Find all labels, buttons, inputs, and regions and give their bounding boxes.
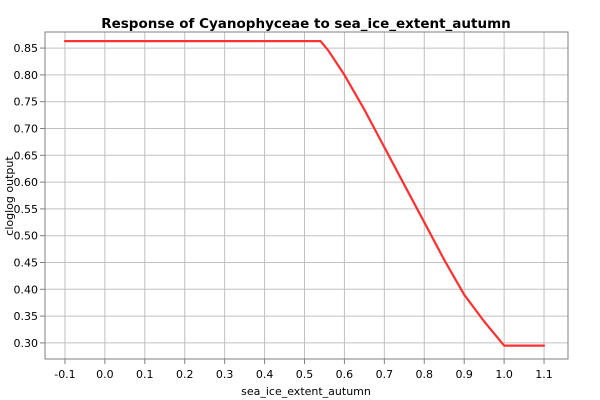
y-tick-label: 0.70 xyxy=(14,122,39,135)
series-group xyxy=(63,39,546,347)
x-tick-label: 0.0 xyxy=(96,368,114,381)
y-tick-label: 0.55 xyxy=(14,203,39,216)
y-tick-label: 0.60 xyxy=(14,176,39,189)
x-tick-label: 0.5 xyxy=(296,368,314,381)
y-tick-label: 0.40 xyxy=(14,283,39,296)
y-axis-label: cloglog output xyxy=(3,156,16,236)
x-tick-label: 0.2 xyxy=(176,368,194,381)
x-tick-label: 0.8 xyxy=(416,368,434,381)
x-tick-label: 0.4 xyxy=(256,368,274,381)
x-tick-label: 0.3 xyxy=(216,368,234,381)
x-tick-label: 1.0 xyxy=(495,368,513,381)
x-tick-label: 0.6 xyxy=(336,368,354,381)
y-tick-label: 0.30 xyxy=(14,337,39,350)
y-tick-label: 0.35 xyxy=(14,310,39,323)
x-tick-label: 0.1 xyxy=(136,368,154,381)
y-tick-label: 0.65 xyxy=(14,149,39,162)
x-tick-label: 0.7 xyxy=(376,368,394,381)
plot-frame xyxy=(44,31,569,360)
y-tick-label: 0.80 xyxy=(14,69,39,82)
x-tick-label: 1.1 xyxy=(535,368,553,381)
y-axis-ticks: 0.30 0.35 0.40 0.45 0.50 0.55 0.60 0.65 0.70 0.75… xyxy=(14,42,45,350)
x-tick-label: 0.9 xyxy=(455,368,473,381)
x-tick-label: -0.1 xyxy=(54,368,75,381)
grid xyxy=(45,32,568,359)
y-tick-label: 0.50 xyxy=(14,230,39,243)
chart-title: Response of Cyanophyceae to sea_ice_exte… xyxy=(101,16,511,32)
x-axis-ticks: -0.1 0.0 0.1 0.2 0.3 0.4 0.5 0.6 0.7 0.8 0.9 1.0 1.1 xyxy=(54,359,553,381)
y-tick-label: 0.75 xyxy=(14,96,39,109)
series-line xyxy=(63,39,546,347)
y-tick-label: 0.85 xyxy=(14,42,39,55)
x-axis-label: sea_ice_extent_autumn xyxy=(241,385,371,398)
y-tick-label: 0.45 xyxy=(14,257,39,270)
